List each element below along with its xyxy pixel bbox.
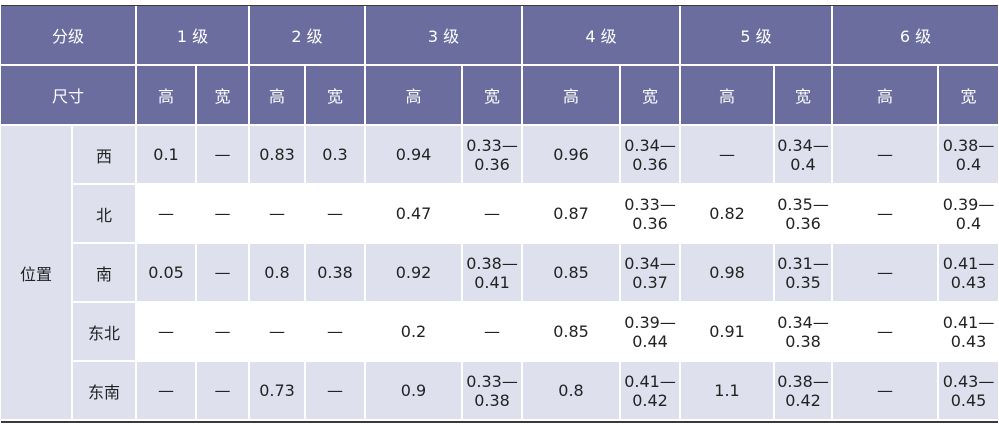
header-row-grades: 分级 1 级 2 级 3 级 4 级 5 级 6 级: [1, 6, 998, 66]
wide-value-cell: 0.43—0.45: [938, 361, 998, 421]
wide-value-cell: 0.38: [305, 243, 367, 303]
wide-header: 宽: [462, 65, 524, 126]
header-row-sizes: 尺寸 高 宽 高 宽 高 宽 高 宽 高 宽 高 宽: [1, 65, 998, 126]
wide-value-cell: —: [196, 361, 251, 421]
high-value-cell: —: [136, 184, 198, 244]
wide-value-cell: 0.34—0.36: [620, 125, 682, 185]
high-header: 高: [136, 65, 198, 126]
wide-value-cell: 0.33—0.36: [462, 125, 524, 185]
grade-1-header: 1 级: [136, 6, 251, 66]
wide-value-cell: 0.35—0.36: [774, 184, 834, 244]
wide-value-cell: 0.39—0.44: [620, 302, 682, 362]
wide-value-cell: 0.39—0.4: [938, 184, 998, 244]
high-value-cell: —: [832, 243, 940, 303]
direction-cell: 东北: [72, 302, 138, 362]
wide-value-cell: —: [196, 184, 251, 244]
high-value-cell: 0.96: [522, 125, 622, 185]
high-value-cell: 0.47: [365, 184, 464, 244]
wide-value-cell: 0.33—0.36: [620, 184, 682, 244]
high-value-cell: 0.2: [365, 302, 464, 362]
grade-3-header: 3 级: [365, 6, 524, 66]
wide-value-cell: —: [305, 302, 367, 362]
high-value-cell: —: [832, 361, 940, 421]
wide-value-cell: 0.41—0.43: [938, 302, 998, 362]
high-header: 高: [365, 65, 464, 126]
wide-value-cell: —: [305, 184, 367, 244]
wide-header: 宽: [938, 65, 998, 126]
wide-value-cell: 0.3: [305, 125, 367, 185]
wide-header: 宽: [196, 65, 251, 126]
wide-value-cell: —: [462, 302, 524, 362]
table-row: 东南 — —0.73—0.9 0.33—0.38 0.8 0.41—0.42 1.1 0.38…: [1, 361, 998, 421]
table-row: 南 0.05—0.8 0.38 0.92 0.38—0.41 0.85 0.34—0.37 0…: [1, 243, 998, 303]
table-row: 北 — — — —0.47—0.87 0.33—0.36 0.82 0.35—0.36—0.3…: [1, 184, 998, 244]
table-row: 东北 — — — —0.2—0.85 0.39—0.44 0.91 0.34—0.38—0.4…: [1, 302, 998, 362]
high-value-cell: 0.87: [522, 184, 622, 244]
high-value-cell: 0.92: [365, 243, 464, 303]
wide-value-cell: 0.41—0.42: [620, 361, 682, 421]
wide-value-cell: 0.38—0.4: [938, 125, 998, 185]
high-value-cell: 0.82: [680, 184, 776, 244]
direction-cell: 西: [72, 125, 138, 185]
high-header: 高: [680, 65, 776, 126]
high-value-cell: 0.8: [249, 243, 307, 303]
high-value-cell: —: [832, 184, 940, 244]
high-value-cell: 0.9: [365, 361, 464, 421]
grade-4-header: 4 级: [522, 6, 682, 66]
high-value-cell: 0.91: [680, 302, 776, 362]
top-rule: [1, 5, 998, 6]
grade-6-header: 6 级: [832, 6, 998, 66]
wide-value-cell: —: [196, 243, 251, 303]
high-value-cell: 0.1: [136, 125, 198, 185]
wide-value-cell: 0.34—0.38: [774, 302, 834, 362]
wide-header: 宽: [305, 65, 367, 126]
high-value-cell: 0.94: [365, 125, 464, 185]
high-value-cell: —: [136, 361, 198, 421]
high-value-cell: 0.05: [136, 243, 198, 303]
wide-value-cell: 0.33—0.38: [462, 361, 524, 421]
wide-value-cell: 0.34—0.4: [774, 125, 834, 185]
grade-header: 分级: [1, 6, 138, 66]
grade-5-header: 5 级: [680, 6, 834, 66]
high-value-cell: —: [249, 184, 307, 244]
wide-header: 宽: [774, 65, 834, 126]
wide-value-cell: —: [196, 302, 251, 362]
size-header: 尺寸: [1, 65, 138, 126]
high-value-cell: 0.98: [680, 243, 776, 303]
wide-header: 宽: [620, 65, 682, 126]
table-row: 位置西 0.1—0.83 0.3 0.94 0.33—0.36 0.96 0.34—0.36…: [1, 125, 998, 421]
wide-value-cell: 0.34—0.37: [620, 243, 682, 303]
high-value-cell: 0.73: [249, 361, 307, 421]
direction-cell: 东南: [72, 361, 138, 421]
wide-value-cell: 0.41—0.43: [938, 243, 998, 303]
high-header: 高: [249, 65, 307, 126]
wide-value-cell: —: [305, 361, 367, 421]
direction-cell: 北: [72, 184, 138, 244]
wide-value-cell: 0.31—0.35: [774, 243, 834, 303]
high-value-cell: —: [832, 302, 940, 362]
high-value-cell: —: [249, 302, 307, 362]
direction-cell: 南: [72, 243, 138, 303]
high-value-cell: —: [832, 125, 940, 185]
wide-value-cell: 0.38—0.41: [462, 243, 524, 303]
grade-size-table: 分级 1 级 2 级 3 级 4 级 5 级 6 级 尺寸 高 宽 高 宽 高 …: [1, 6, 998, 421]
high-value-cell: 0.83: [249, 125, 307, 185]
high-header: 高: [832, 65, 940, 126]
high-value-cell: 1.1: [680, 361, 776, 421]
high-header: 高: [522, 65, 622, 126]
bottom-rule: [1, 421, 998, 423]
group-label-cell: 位置: [1, 125, 73, 421]
wide-value-cell: —: [462, 184, 524, 244]
wide-value-cell: —: [196, 125, 251, 185]
high-value-cell: 0.85: [522, 243, 622, 303]
high-value-cell: 0.8: [522, 361, 622, 421]
wide-value-cell: 0.38—0.42: [774, 361, 834, 421]
grade-2-header: 2 级: [249, 6, 367, 66]
high-value-cell: —: [680, 125, 776, 185]
high-value-cell: —: [136, 302, 198, 362]
high-value-cell: 0.85: [522, 302, 622, 362]
